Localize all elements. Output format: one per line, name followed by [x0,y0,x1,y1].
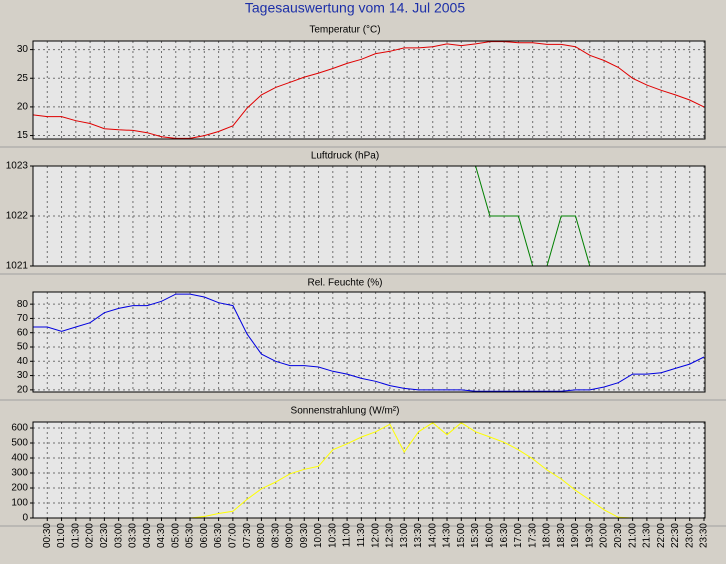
y-tick-label: 100 [11,498,28,509]
data-line [33,293,705,392]
x-tick-label: 20:00 [599,523,610,548]
x-tick-label: 16:30 [499,523,510,548]
y-tick-label: 25 [17,73,29,84]
plot-border [32,291,706,393]
x-tick-label: 13:30 [413,523,424,548]
x-tick-label: 12:00 [370,523,381,548]
y-tick-label: 30 [17,44,29,55]
x-tick-label: 14:00 [427,523,438,548]
x-tick-label: 06:00 [199,523,210,548]
y-tick-label: 50 [17,342,29,353]
plot-border [32,165,706,267]
x-tick-label: 07:30 [242,523,253,548]
x-tick-label: 08:00 [256,523,267,548]
x-tick-label: 03:30 [128,523,139,548]
plot-border [32,40,706,140]
x-tick-label: 09:30 [299,523,310,548]
x-tick-label: 01:30 [70,523,81,548]
x-tick-label: 16:00 [484,523,495,548]
plot-border [32,421,706,519]
x-tick-label: 13:00 [399,523,410,548]
y-tick-label: 40 [17,356,29,367]
x-tick-label: 20:30 [613,523,624,548]
x-tick-label: 00:30 [42,523,53,548]
plot-area [33,41,705,139]
x-tick-label: 12:30 [385,523,396,548]
x-tick-label: 08:30 [270,523,281,548]
x-tick-label: 05:30 [185,523,196,548]
x-tick-label: 04:30 [156,523,167,548]
chart-title: Sonnenstrahlung (W/m²) [291,406,400,417]
x-tick-label: 18:00 [542,523,553,548]
x-tick-label: 07:00 [228,523,239,548]
page-title: Tagesauswertung vom 14. Jul 2005 [245,0,465,16]
x-tick-label: 10:30 [327,523,338,548]
x-tick-label: 22:30 [670,523,681,548]
y-tick-label: 0 [22,513,28,524]
x-tick-label: 05:00 [170,523,181,548]
x-tick-label: 19:30 [584,523,595,548]
y-tick-label: 80 [17,299,29,310]
y-tick-label: 60 [17,327,29,338]
x-tick-label: 11:30 [356,523,367,548]
x-tick-label: 04:00 [142,523,153,548]
chart-title: Temperatur (°C) [309,25,380,36]
y-tick-label: 30 [17,370,29,381]
y-tick-label: 20 [17,102,29,113]
x-tick-label: 22:00 [656,523,667,548]
chart-title: Rel. Feuchte (%) [307,278,382,289]
x-tick-label: 02:30 [99,523,110,548]
y-tick-label: 500 [11,438,28,449]
x-tick-label: 03:00 [113,523,124,548]
y-tick-label: 600 [11,423,28,434]
x-tick-label: 09:00 [285,523,296,548]
y-tick-label: 70 [17,313,29,324]
x-tick-label: 10:00 [313,523,324,548]
y-tick-label: 1021 [6,261,29,272]
x-tick-label: 17:00 [513,523,524,548]
y-tick-label: 200 [11,483,28,494]
y-tick-label: 400 [11,453,28,464]
x-tick-label: 17:30 [527,523,538,548]
x-tick-label: 11:00 [342,523,353,548]
x-tick-label: 23:30 [699,523,710,548]
chart-title: Luftdruck (hPa) [311,151,379,162]
x-tick-label: 23:00 [684,523,695,548]
y-tick-label: 1022 [6,211,29,222]
x-tick-label: 06:30 [213,523,224,548]
x-tick-label: 19:00 [570,523,581,548]
x-tick-label: 18:30 [556,523,567,548]
data-line [32,41,705,139]
y-tick-label: 20 [17,384,29,395]
x-tick-label: 15:00 [456,523,467,548]
y-tick-label: 1023 [6,161,29,172]
x-tick-label: 02:00 [85,523,96,548]
x-tick-label: 15:30 [470,523,481,548]
x-tick-label: 14:30 [442,523,453,548]
x-tick-label: 21:30 [642,523,653,548]
x-tick-label: 01:00 [56,523,67,548]
y-tick-label: 15 [17,130,29,141]
x-tick-label: 21:00 [627,523,638,548]
y-tick-label: 300 [11,468,28,479]
